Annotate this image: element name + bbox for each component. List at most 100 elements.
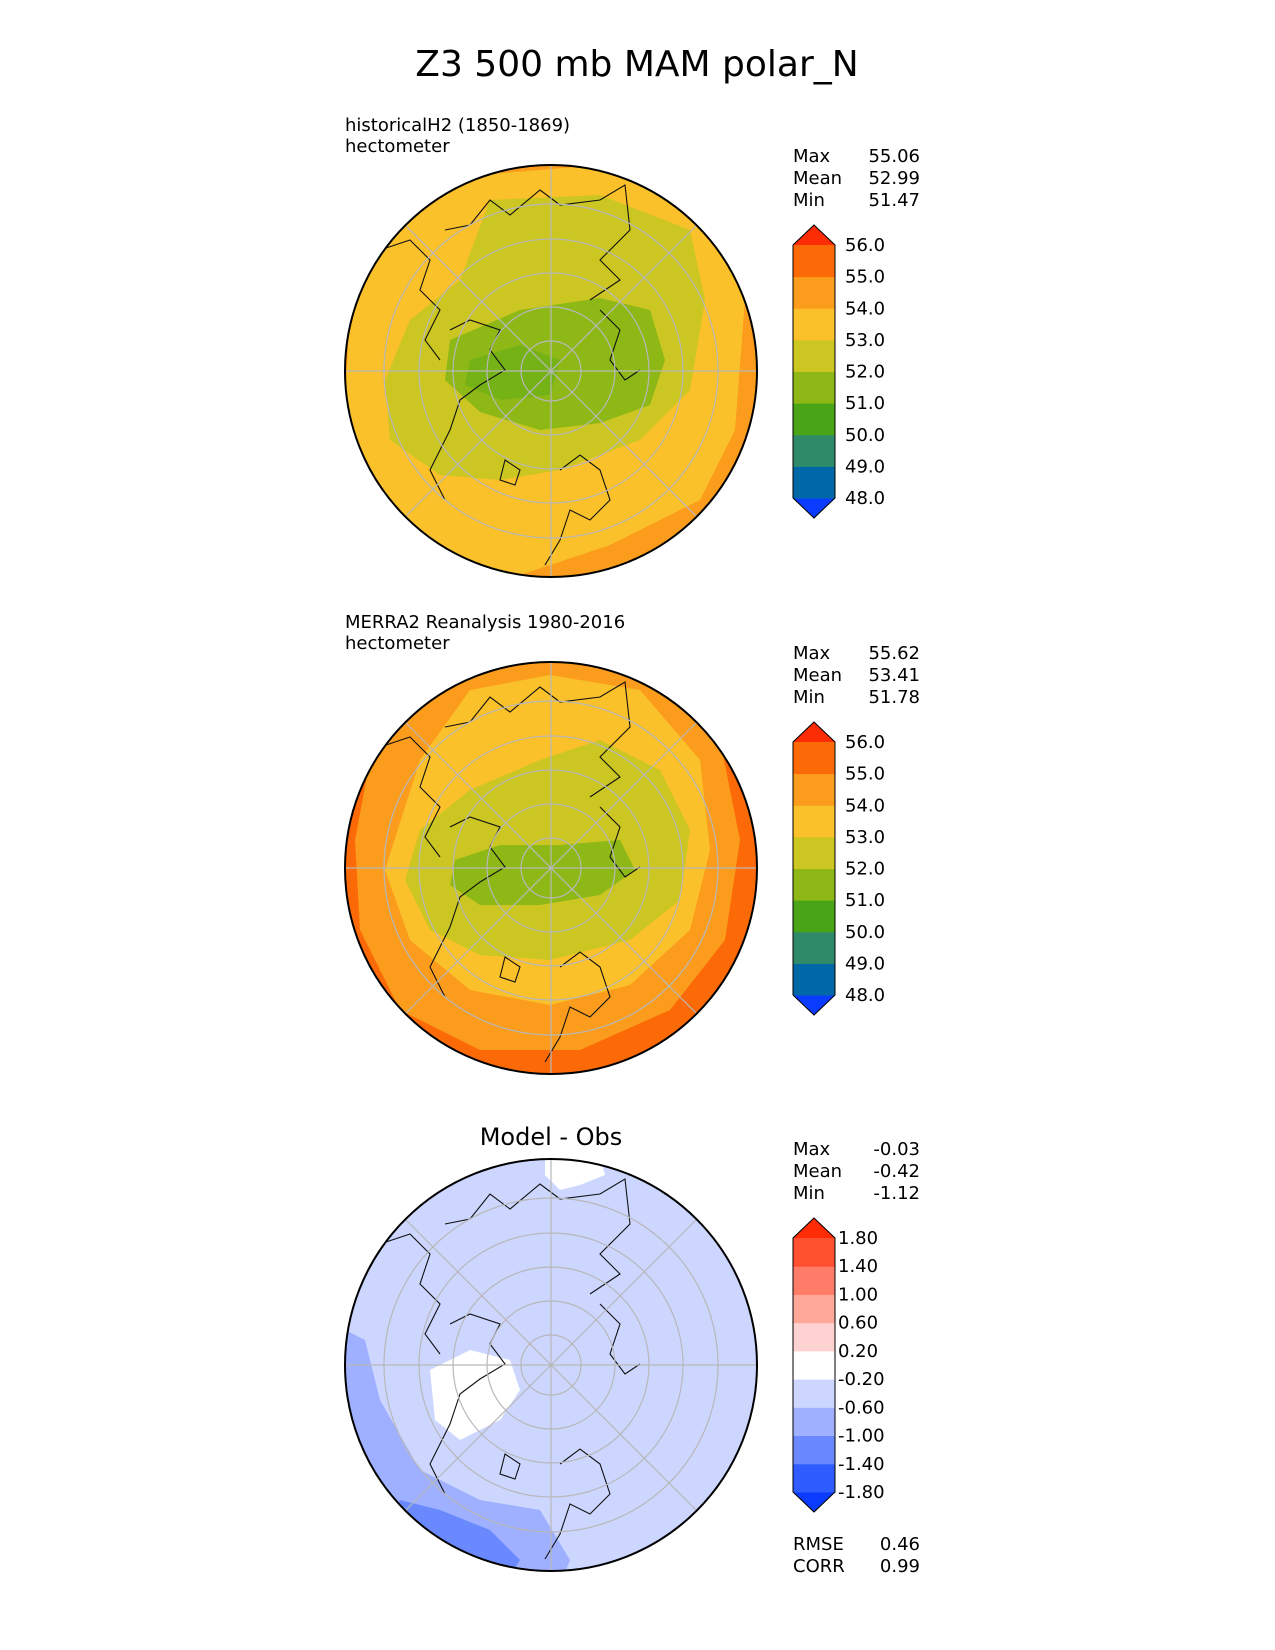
colorbar-segment bbox=[793, 1463, 835, 1493]
stat-label: Max bbox=[793, 146, 831, 167]
coastlines bbox=[379, 681, 641, 1063]
colorbar-tick-label: -0.20 bbox=[838, 1369, 885, 1390]
stat-value: 55.62 bbox=[868, 643, 920, 664]
stat-label: Min bbox=[793, 1183, 825, 1204]
colorbar-segment bbox=[793, 868, 835, 901]
stat-value: 51.47 bbox=[868, 190, 920, 211]
map-boundary bbox=[344, 661, 758, 1075]
stat-value: 0.46 bbox=[880, 1534, 920, 1555]
colorbar-tick-label: 52.0 bbox=[845, 859, 885, 880]
colorbar-segment bbox=[793, 466, 835, 499]
panel-units: hectometer bbox=[345, 136, 450, 157]
colorbar-segment bbox=[793, 931, 835, 964]
colorbar-extend-min bbox=[793, 995, 835, 1015]
footer-stats: RMSE 0.46 CORR 0.99 bbox=[793, 1534, 920, 1577]
colorbar-tick-label: 0.20 bbox=[838, 1341, 878, 1362]
colorbar-tick-label: 52.0 bbox=[845, 362, 885, 383]
colorbar-outline bbox=[792, 1217, 836, 1513]
colorbar-extend-max bbox=[793, 1218, 835, 1238]
panel-ref: MERRA2 Reanalysis 1980-2016 hectometer bbox=[344, 612, 920, 1075]
colorbar-segment bbox=[793, 1266, 835, 1295]
panel-units: hectometer bbox=[345, 633, 450, 654]
colorbar-tick-label: 49.0 bbox=[845, 953, 885, 974]
stats-block: Max 55.62 Mean 53.41 Min 51.78 bbox=[793, 643, 920, 708]
colorbar-extend-max bbox=[793, 722, 835, 742]
colorbar-segment bbox=[793, 1407, 835, 1437]
stat-label: Mean bbox=[793, 168, 842, 189]
colorbar-tick-label: 49.0 bbox=[845, 456, 885, 477]
stat-label: RMSE bbox=[793, 1534, 844, 1555]
colorbar-tick-label: -0.60 bbox=[838, 1397, 885, 1418]
colorbar-segment bbox=[793, 805, 835, 838]
colorbar-tick-label: 48.0 bbox=[845, 488, 885, 509]
coastlines bbox=[379, 184, 641, 566]
colorbar-tick-label: 55.0 bbox=[845, 267, 885, 288]
contour-level-51 bbox=[450, 840, 635, 905]
stat-value: 53.41 bbox=[868, 665, 920, 686]
colorbar-tick-label: 1.80 bbox=[838, 1228, 878, 1249]
colorbar-tick-label: 56.0 bbox=[845, 235, 885, 256]
colorbar-outline bbox=[792, 721, 836, 1016]
panel-heading: historicalH2 (1850-1869) bbox=[345, 115, 570, 136]
stats-block: Max -0.03 Mean -0.42 Min -1.12 bbox=[793, 1139, 920, 1204]
colorbar-tick-label: 56.0 bbox=[845, 732, 885, 753]
coastlines bbox=[379, 1178, 641, 1560]
colorbar-tick-label: 53.0 bbox=[845, 827, 885, 848]
stat-value: 55.06 bbox=[868, 146, 920, 167]
colorbar-tick-label: -1.00 bbox=[838, 1426, 885, 1447]
colorbar-extend-min bbox=[793, 498, 835, 518]
colorbar-segment bbox=[793, 900, 835, 933]
colorbar-tick-label: 50.0 bbox=[845, 425, 885, 446]
stat-label: Min bbox=[793, 190, 825, 211]
colorbar: -1.80 -1.40 -1.00 -0.60 -0.20 0.20 0.60 1.00 1.4… bbox=[792, 1217, 885, 1513]
colorbar-segment bbox=[793, 245, 835, 278]
colorbar-segment bbox=[793, 339, 835, 372]
polar-map bbox=[344, 661, 758, 1075]
colorbar-segment bbox=[793, 308, 835, 341]
stat-value: -0.03 bbox=[873, 1139, 920, 1160]
stat-label: Max bbox=[793, 643, 831, 664]
lat-lon-grid bbox=[345, 662, 757, 1074]
stat-label: Mean bbox=[793, 1161, 842, 1182]
colorbar-tick-label: -1.80 bbox=[838, 1482, 885, 1503]
panel-diff: Model - Obs bbox=[344, 1123, 920, 1577]
colorbar-segment bbox=[793, 1435, 835, 1465]
lat-lon-grid bbox=[345, 1159, 757, 1571]
panel-test: historicalH2 (1850-1869) hectometer bbox=[344, 115, 920, 578]
stat-value: 51.78 bbox=[868, 687, 920, 708]
polar-map bbox=[344, 164, 758, 578]
colorbar-segment bbox=[793, 773, 835, 806]
figure-title: Z3 500 mb MAM polar_N bbox=[415, 44, 858, 85]
panel-heading: MERRA2 Reanalysis 1980-2016 bbox=[345, 612, 625, 633]
stat-label: Max bbox=[793, 1139, 831, 1160]
stat-value: 52.99 bbox=[868, 168, 920, 189]
colorbar-segment bbox=[793, 371, 835, 404]
colorbar: 48.0 49.0 50.0 51.0 52.0 53.0 54.0 55.0 56.0 bbox=[792, 721, 885, 1016]
colorbar-tick-label: 0.60 bbox=[838, 1313, 878, 1334]
colorbar-segment bbox=[793, 1322, 835, 1352]
stat-value: -1.12 bbox=[873, 1183, 920, 1204]
colorbar-segment bbox=[793, 1350, 835, 1380]
colorbar-segment bbox=[793, 1238, 835, 1267]
colorbar-segment bbox=[793, 963, 835, 996]
colorbar-tick-label: 50.0 bbox=[845, 922, 885, 943]
colorbar-segment bbox=[793, 742, 835, 775]
colorbar-segment bbox=[793, 1379, 835, 1408]
colorbar: 48.0 49.0 50.0 51.0 52.0 53.0 54.0 55.0 56.0 bbox=[792, 224, 885, 519]
panel-heading: Model - Obs bbox=[480, 1123, 623, 1151]
map-boundary bbox=[344, 1158, 758, 1572]
colorbar-tick-label: -1.40 bbox=[838, 1454, 885, 1475]
colorbar-segment bbox=[793, 836, 835, 869]
stat-value: -0.42 bbox=[873, 1161, 920, 1182]
colorbar-segment bbox=[793, 276, 835, 309]
colorbar-extend-min bbox=[793, 1492, 835, 1512]
stats-block: Max 55.06 Mean 52.99 Min 51.47 bbox=[793, 146, 920, 211]
colorbar-segment bbox=[793, 1294, 835, 1324]
polar-map bbox=[344, 1158, 758, 1572]
stat-value: 0.99 bbox=[880, 1556, 920, 1577]
colorbar-tick-label: 55.0 bbox=[845, 764, 885, 785]
map-boundary bbox=[344, 164, 758, 578]
colorbar-tick-label: 1.40 bbox=[838, 1256, 878, 1277]
colorbar-segment bbox=[793, 403, 835, 436]
